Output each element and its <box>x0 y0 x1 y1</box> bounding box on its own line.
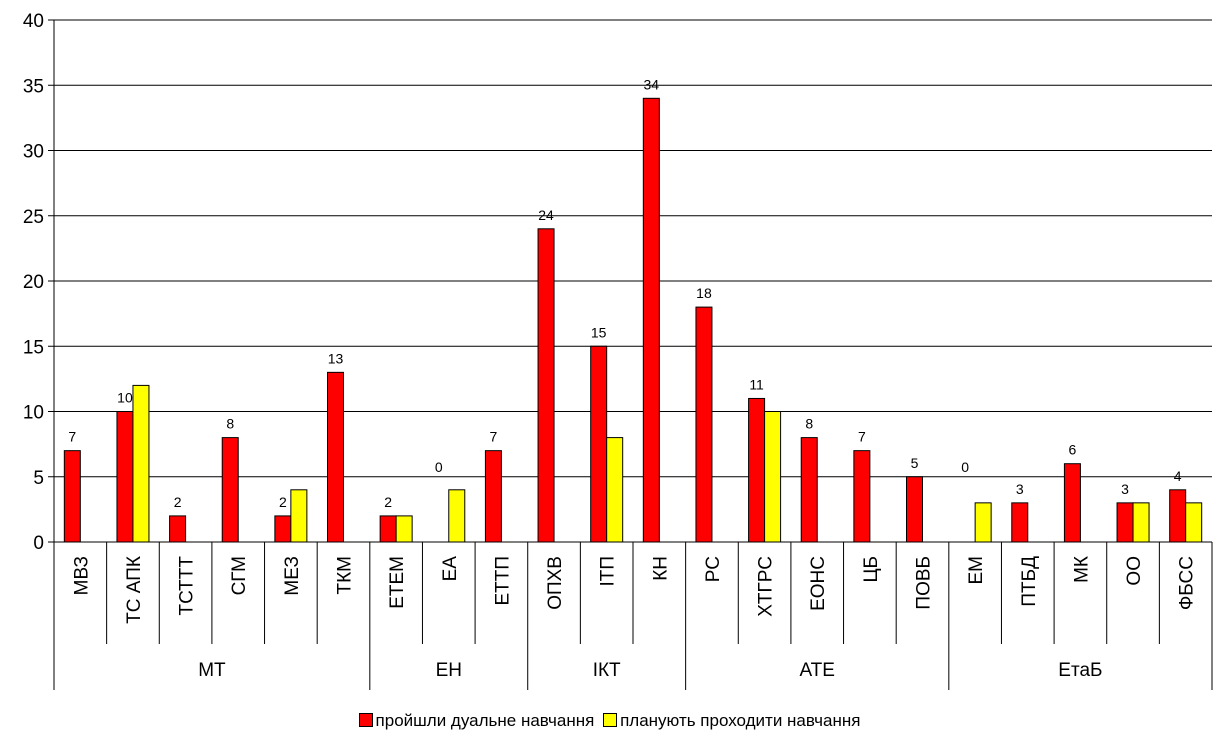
bar-completed <box>695 306 713 543</box>
data-label: 6 <box>1069 442 1077 458</box>
category-label: ЕТЕМ <box>387 556 408 609</box>
bar-completed <box>63 450 81 543</box>
category-label: ЕТТП <box>492 556 513 606</box>
bar-planned <box>1185 502 1203 543</box>
legend-swatch-yellow <box>603 713 618 728</box>
data-label: 0 <box>435 459 443 475</box>
bar-completed <box>748 397 766 543</box>
category-label: МВЗ <box>71 556 92 595</box>
group-label: ЕН <box>436 660 462 681</box>
bars <box>63 97 1203 543</box>
y-tick-label: 40 <box>23 11 44 32</box>
bar-completed <box>379 515 397 543</box>
data-label: 0 <box>961 459 969 475</box>
bar-completed <box>537 228 555 543</box>
labels: МТ ЕН ІКТ АТЕ ЕтаБ МВЗ ТС АПК ТСТТТ СГМ МЕЗ ТКМ ЕТЕ… <box>68 76 1197 681</box>
category-label: КН <box>650 556 671 581</box>
category-label: ТСТТТ <box>177 556 198 616</box>
data-label: 24 <box>538 207 554 223</box>
bar-completed <box>484 450 502 543</box>
bar-completed <box>1063 463 1081 543</box>
bar-completed <box>221 437 239 543</box>
bar-planned <box>395 515 413 543</box>
group-label: ІКТ <box>593 660 621 681</box>
data-label: 18 <box>696 285 712 301</box>
bar-planned <box>1132 502 1150 543</box>
bar-completed <box>800 437 818 543</box>
data-label: 13 <box>328 350 344 366</box>
y-tick-label: 30 <box>23 142 44 163</box>
bar-completed <box>642 97 660 543</box>
group-label: ЕтаБ <box>1058 660 1102 681</box>
category-label: СГМ <box>229 556 250 595</box>
y-tick-label: 5 <box>33 468 44 489</box>
data-label: 15 <box>591 324 607 340</box>
bar-planned <box>974 502 992 543</box>
data-label: 3 <box>1121 481 1129 497</box>
data-label: 7 <box>858 429 866 445</box>
grid-lines <box>54 19 1212 478</box>
group-label: АТЕ <box>799 660 834 681</box>
data-label: 3 <box>1016 481 1024 497</box>
category-label: ТС АПК <box>124 556 145 624</box>
category-label: ОПХВ <box>545 556 566 610</box>
y-tick-label: 20 <box>23 272 44 293</box>
data-label: 8 <box>226 416 234 432</box>
bar-planned <box>764 411 782 543</box>
category-label: ОО <box>1124 556 1145 586</box>
y-tick-label: 10 <box>23 403 44 424</box>
y-tick-label: 0 <box>33 533 44 554</box>
legend-item-completed: пройшли дуальне навчання <box>358 710 595 731</box>
bar-completed <box>906 476 923 543</box>
bar-completed <box>590 345 608 543</box>
bar-completed <box>1169 489 1187 543</box>
bar-completed <box>274 515 292 543</box>
y-tick-label: 15 <box>23 337 44 358</box>
data-label: 7 <box>490 429 498 445</box>
category-label: ПОВБ <box>914 556 935 610</box>
bar-completed <box>169 515 187 543</box>
bar-planned <box>606 437 624 543</box>
category-label: ХТГРС <box>756 556 777 617</box>
bar-completed <box>853 450 871 543</box>
category-label: ІТП <box>598 556 619 587</box>
data-label: 11 <box>749 376 764 392</box>
category-label: ЕА <box>440 556 461 582</box>
y-tick-label: 35 <box>23 76 44 97</box>
category-label: ПТБД <box>1019 556 1040 607</box>
data-label: 5 <box>911 455 919 471</box>
data-label: 2 <box>174 494 182 510</box>
category-label: ЕМ <box>966 556 987 585</box>
category-label: МЕЗ <box>282 556 303 596</box>
legend-label-planned: планують проходити навчання <box>620 710 861 730</box>
bar-completed <box>1116 502 1134 543</box>
data-label: 2 <box>279 494 287 510</box>
data-label: 10 <box>117 390 133 406</box>
data-label: 34 <box>644 76 660 92</box>
bar-planned <box>448 489 466 543</box>
category-label: ЦБ <box>861 556 882 583</box>
data-label: 7 <box>68 429 76 445</box>
category-label: ЕОНС <box>808 556 829 611</box>
bar-planned <box>132 384 150 543</box>
category-label: МК <box>1071 556 1092 583</box>
category-label: РС <box>703 556 724 582</box>
bar-planned <box>290 489 308 543</box>
category-label: ТКМ <box>335 556 356 595</box>
y-tick-label: 25 <box>23 207 44 228</box>
data-label: 4 <box>1174 468 1182 484</box>
bar-completed <box>116 411 134 543</box>
legend-swatch-red <box>358 713 373 728</box>
data-label: 2 <box>384 494 392 510</box>
bar-completed <box>327 371 344 543</box>
legend-label-completed: пройшли дуальне навчання <box>375 710 595 730</box>
group-label: МТ <box>198 660 226 681</box>
data-label: 8 <box>805 416 813 432</box>
legend: пройшли дуальне навчання планують проход… <box>0 710 1219 731</box>
bar-completed <box>1011 502 1029 543</box>
category-label: ФБСС <box>1177 556 1198 610</box>
legend-item-planned: планують проходити навчання <box>603 711 860 731</box>
